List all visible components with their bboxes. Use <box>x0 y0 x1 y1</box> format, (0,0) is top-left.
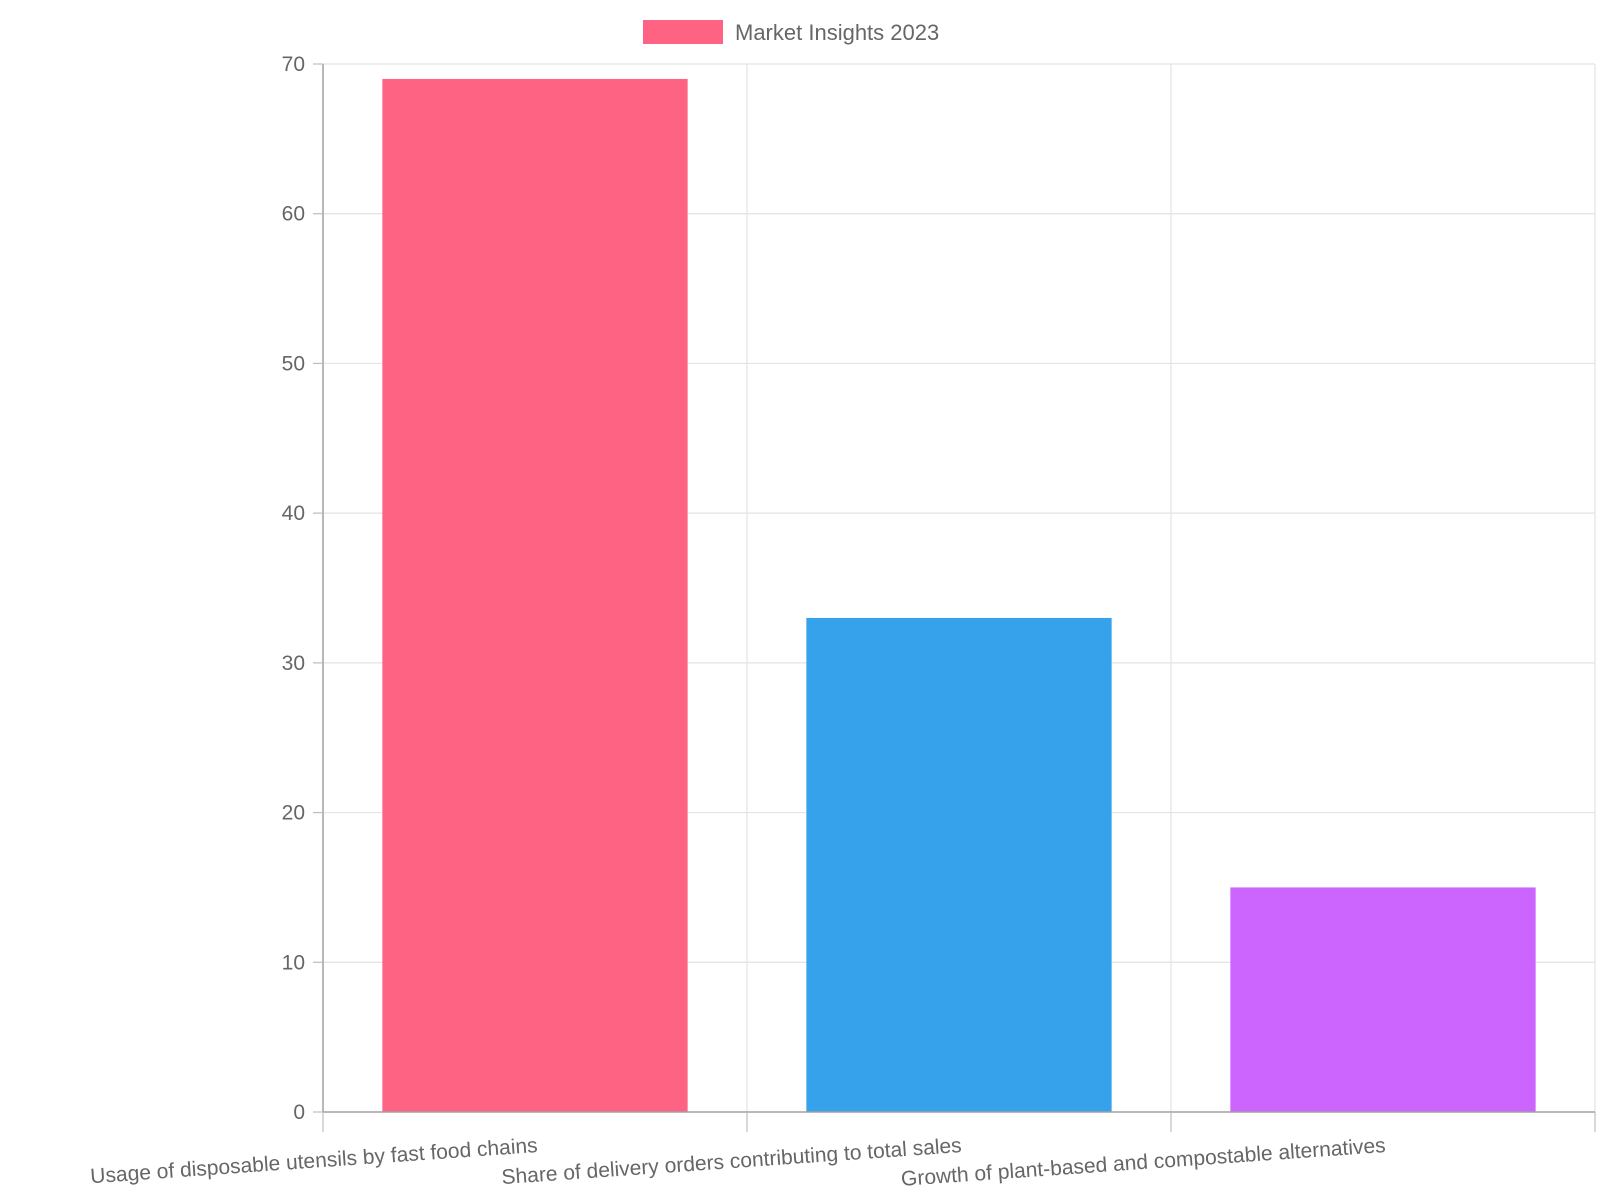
legend[interactable]: Market Insights 2023 <box>643 20 939 45</box>
bars <box>382 78 1536 1112</box>
x-axis-ticks: Usage of disposable utensils by fast foo… <box>90 1112 1596 1191</box>
legend-label[interactable]: Market Insights 2023 <box>735 20 939 45</box>
bar[interactable] <box>382 78 688 1112</box>
x-tick-label: Growth of plant-based and compostable al… <box>900 1134 1386 1191</box>
y-axis-ticks: 0 10 20 30 40 50 60 70 <box>282 53 323 1124</box>
x-tick-label: Usage of disposable utensils by fast foo… <box>90 1134 539 1188</box>
bar[interactable] <box>1230 887 1536 1112</box>
y-tick-label: 60 <box>282 203 305 226</box>
x-tick-label: Share of delivery orders contributing to… <box>501 1134 963 1189</box>
y-tick-label: 40 <box>282 502 305 525</box>
legend-swatch[interactable] <box>643 20 723 44</box>
y-tick-label: 70 <box>282 53 305 76</box>
axes <box>322 64 1595 1113</box>
y-tick-label: 30 <box>282 652 305 675</box>
y-tick-label: 20 <box>282 802 305 825</box>
y-tick-label: 50 <box>282 352 305 375</box>
y-tick-label: 10 <box>282 951 305 974</box>
y-tick-label: 0 <box>293 1101 305 1124</box>
bar[interactable] <box>806 617 1112 1112</box>
